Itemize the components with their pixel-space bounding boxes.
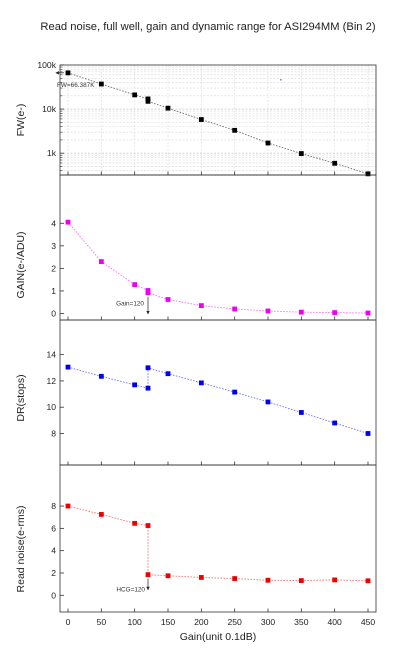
x-tick-label: 0 [66,617,71,627]
x-tick-label: 100 [127,617,142,627]
annotation-label: HCG=120 [116,587,145,594]
data-point [332,420,338,426]
x-tick-label: 300 [261,617,276,627]
y-tick-label: 0 [51,590,56,600]
data-point [232,306,238,312]
data-point [365,171,371,177]
data-point [298,309,304,315]
y-tick-label: 4 [51,218,56,228]
x-tick-label: 200 [194,617,209,627]
data-point [145,572,151,578]
y-tick-label: 8 [51,428,56,438]
stray-mark [280,79,282,81]
y-tick-label: 2 [51,263,56,273]
chart-title: Read noise, full well, gain and dynamic … [40,21,375,33]
y-tick-label: 10 [46,402,56,412]
data-point [365,431,371,436]
data-point [198,303,204,308]
data-point [265,399,271,405]
x-tick-label: 250 [227,617,242,627]
data-point [132,92,138,98]
data-point [165,371,171,377]
data-point [98,81,104,87]
data-point [265,140,271,146]
y-tick-label: 2 [51,568,56,578]
annotation-label: Gain=120 [116,301,144,308]
data-point [198,380,204,386]
x-tick-label: 150 [161,617,176,627]
data-point [132,520,138,526]
y-tick-label: 3 [51,241,56,251]
data-point [98,259,104,265]
data-point [198,575,204,580]
data-point [232,576,238,581]
data-point [132,282,138,288]
series-line [67,366,369,434]
data-point [145,290,151,296]
plot-area: 1k10k100kFW(e-)FW=66.387K01234GAIN(e-/AD… [15,60,377,627]
x-tick-label: 350 [294,617,309,627]
x-tick-label: 50 [97,617,107,627]
data-point [298,578,304,583]
data-point [265,577,271,583]
data-point [165,297,171,302]
data-point [232,127,238,133]
data-point [232,389,238,395]
series-line [67,72,369,175]
y-tick-label: 8 [51,501,56,511]
data-point [98,512,104,517]
data-point [145,523,151,528]
data-point [65,503,71,509]
data-point [332,577,338,583]
panel-frame [59,64,377,176]
annotation-label: FW=66.387K [57,82,95,89]
panel-frame [59,319,377,466]
y-axis-label: GAIN(e-/ADU) [15,231,27,298]
data-point [165,573,171,579]
data-point [298,151,304,156]
data-point [332,310,338,315]
y-tick-label: 10k [42,104,57,114]
data-point [145,385,151,391]
y-tick-label: 1 [51,286,56,296]
data-point [65,219,71,225]
y-tick-label: 0 [51,308,56,318]
data-point [145,365,151,371]
y-tick-label: 4 [51,546,56,556]
y-tick-label: 14 [46,350,56,360]
x-axis-label: Gain(unit 0.1dB) [180,631,256,643]
data-point [198,117,204,122]
data-point [65,364,71,370]
data-point [165,105,171,111]
data-point [98,373,104,379]
y-tick-label: 12 [46,376,56,386]
data-point [332,160,338,166]
y-tick-label: 100k [37,60,56,70]
y-axis-label: DR(stops) [15,374,27,421]
data-point [65,70,71,76]
x-tick-label: 450 [361,617,376,627]
x-tick-label: 400 [327,617,342,627]
y-axis-label: Read noise(e-rms) [15,506,27,593]
y-tick-label: 6 [51,523,56,533]
panel-frame [59,174,377,321]
data-point [145,98,151,104]
data-point [132,382,138,388]
data-point [298,410,304,415]
series-line [67,221,369,314]
data-point [365,310,371,316]
data-point [265,308,271,314]
data-point [365,578,371,584]
series-line [67,505,369,582]
panel-frame [59,464,377,613]
y-axis-label: FW(e-) [15,104,27,137]
y-tick-label: 1k [47,148,57,158]
